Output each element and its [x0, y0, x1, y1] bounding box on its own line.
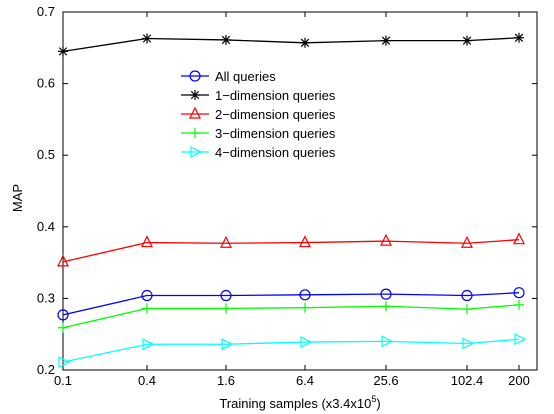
legend-label: 3−dimension queries [215, 126, 336, 141]
data-point [461, 235, 473, 248]
marker-stroke [300, 38, 310, 47]
series-line [62, 304, 520, 329]
data-point [142, 33, 152, 44]
data-point [57, 254, 69, 267]
marker-stroke [221, 35, 231, 45]
legend-label: 1−dimension queries [215, 88, 336, 103]
data-point [190, 128, 200, 138]
data-point [190, 146, 203, 158]
plot-frame [62, 11, 538, 371]
x-tick-label: 0.4 [138, 373, 156, 388]
data-point [300, 336, 313, 349]
legend-item: All queries [181, 69, 276, 84]
x-tick-label: 25.6 [373, 373, 398, 388]
series-line [62, 37, 520, 53]
marker-stroke [514, 33, 524, 42]
data-point [189, 106, 201, 119]
data-point [380, 288, 392, 300]
marker-stroke [190, 90, 200, 100]
series-5 [58, 333, 527, 369]
x-tick-label: 1.6 [217, 373, 235, 388]
data-point [514, 32, 524, 43]
data-point [58, 356, 71, 369]
data-point [299, 235, 311, 248]
data-point [142, 303, 152, 314]
legend-label: 4−dimension queries [215, 145, 336, 160]
data-point [513, 287, 525, 299]
data-point [381, 301, 391, 312]
y-tick-label: 0.6 [37, 76, 55, 91]
y-tick-label: 0.3 [37, 290, 55, 305]
data-point [513, 232, 525, 245]
data-point [220, 235, 232, 248]
data-point [461, 289, 473, 302]
legend: All queries 1−dimension queries 2−dimensio… [181, 69, 336, 160]
series-4 [58, 299, 524, 333]
data-point [189, 70, 201, 82]
x-axis-label-main: Training samples (x3.4x10 [219, 396, 371, 411]
series-2 [58, 32, 524, 57]
data-point [58, 322, 68, 333]
data-point [299, 289, 311, 301]
x-axis-label-close: ) [376, 396, 380, 411]
data-point [300, 37, 310, 48]
data-point [141, 289, 153, 302]
data-point [380, 233, 392, 246]
data-point [300, 302, 310, 313]
data-point [514, 333, 527, 346]
y-tick-label: 0.5 [37, 147, 55, 162]
x-tick-label: 6.4 [296, 373, 314, 388]
data-point [381, 335, 394, 348]
data-point [220, 289, 232, 302]
legend-item: 4−dimension queries [181, 145, 336, 160]
legend-label: 2−dimension queries [215, 107, 336, 122]
data-point [141, 235, 153, 248]
series-line [62, 239, 520, 263]
data-point [57, 309, 69, 321]
series-3 [57, 232, 525, 267]
data-point [142, 338, 155, 351]
y-tick-label: 0.7 [37, 4, 55, 19]
data-point [462, 304, 472, 315]
series-line [62, 292, 520, 316]
data-point [462, 35, 472, 46]
legend-item: 3−dimension queries [181, 126, 336, 141]
x-tick-label: 102.4 [451, 373, 484, 388]
marker-stroke [462, 36, 472, 45]
x-axis-label-exponent: 5 [371, 394, 376, 404]
y-axis-label: MAP [10, 184, 25, 212]
x-axis-label: Training samples (x3.4x105) [219, 394, 380, 411]
series-1 [57, 287, 525, 321]
data-point [221, 303, 231, 314]
axes: 0.2 0.3 0.4 0.5 0.6 0.7 0.1 0.4 1.6 6.4 25.6 102.4 2… [37, 4, 538, 388]
marker-stroke [381, 36, 391, 45]
data-point [462, 337, 475, 350]
data-point [221, 34, 231, 45]
x-tick-label: 0.1 [54, 373, 72, 388]
legend-label: All queries [215, 69, 276, 84]
y-tick-label: 0.4 [37, 219, 55, 234]
legend-item: 2−dimension queries [181, 106, 336, 122]
x-tick-label: 200 [508, 373, 530, 388]
data-point [514, 299, 524, 310]
data-point [221, 338, 234, 351]
legend-item: 1−dimension queries [181, 88, 336, 103]
series-line [62, 338, 520, 363]
data-point [381, 35, 391, 46]
y-tick-label: 0.2 [37, 362, 55, 377]
data-point [190, 90, 200, 100]
data-point [58, 46, 68, 57]
marker-stroke [58, 47, 68, 56]
marker-stroke [142, 34, 152, 43]
series-layer [57, 32, 527, 369]
